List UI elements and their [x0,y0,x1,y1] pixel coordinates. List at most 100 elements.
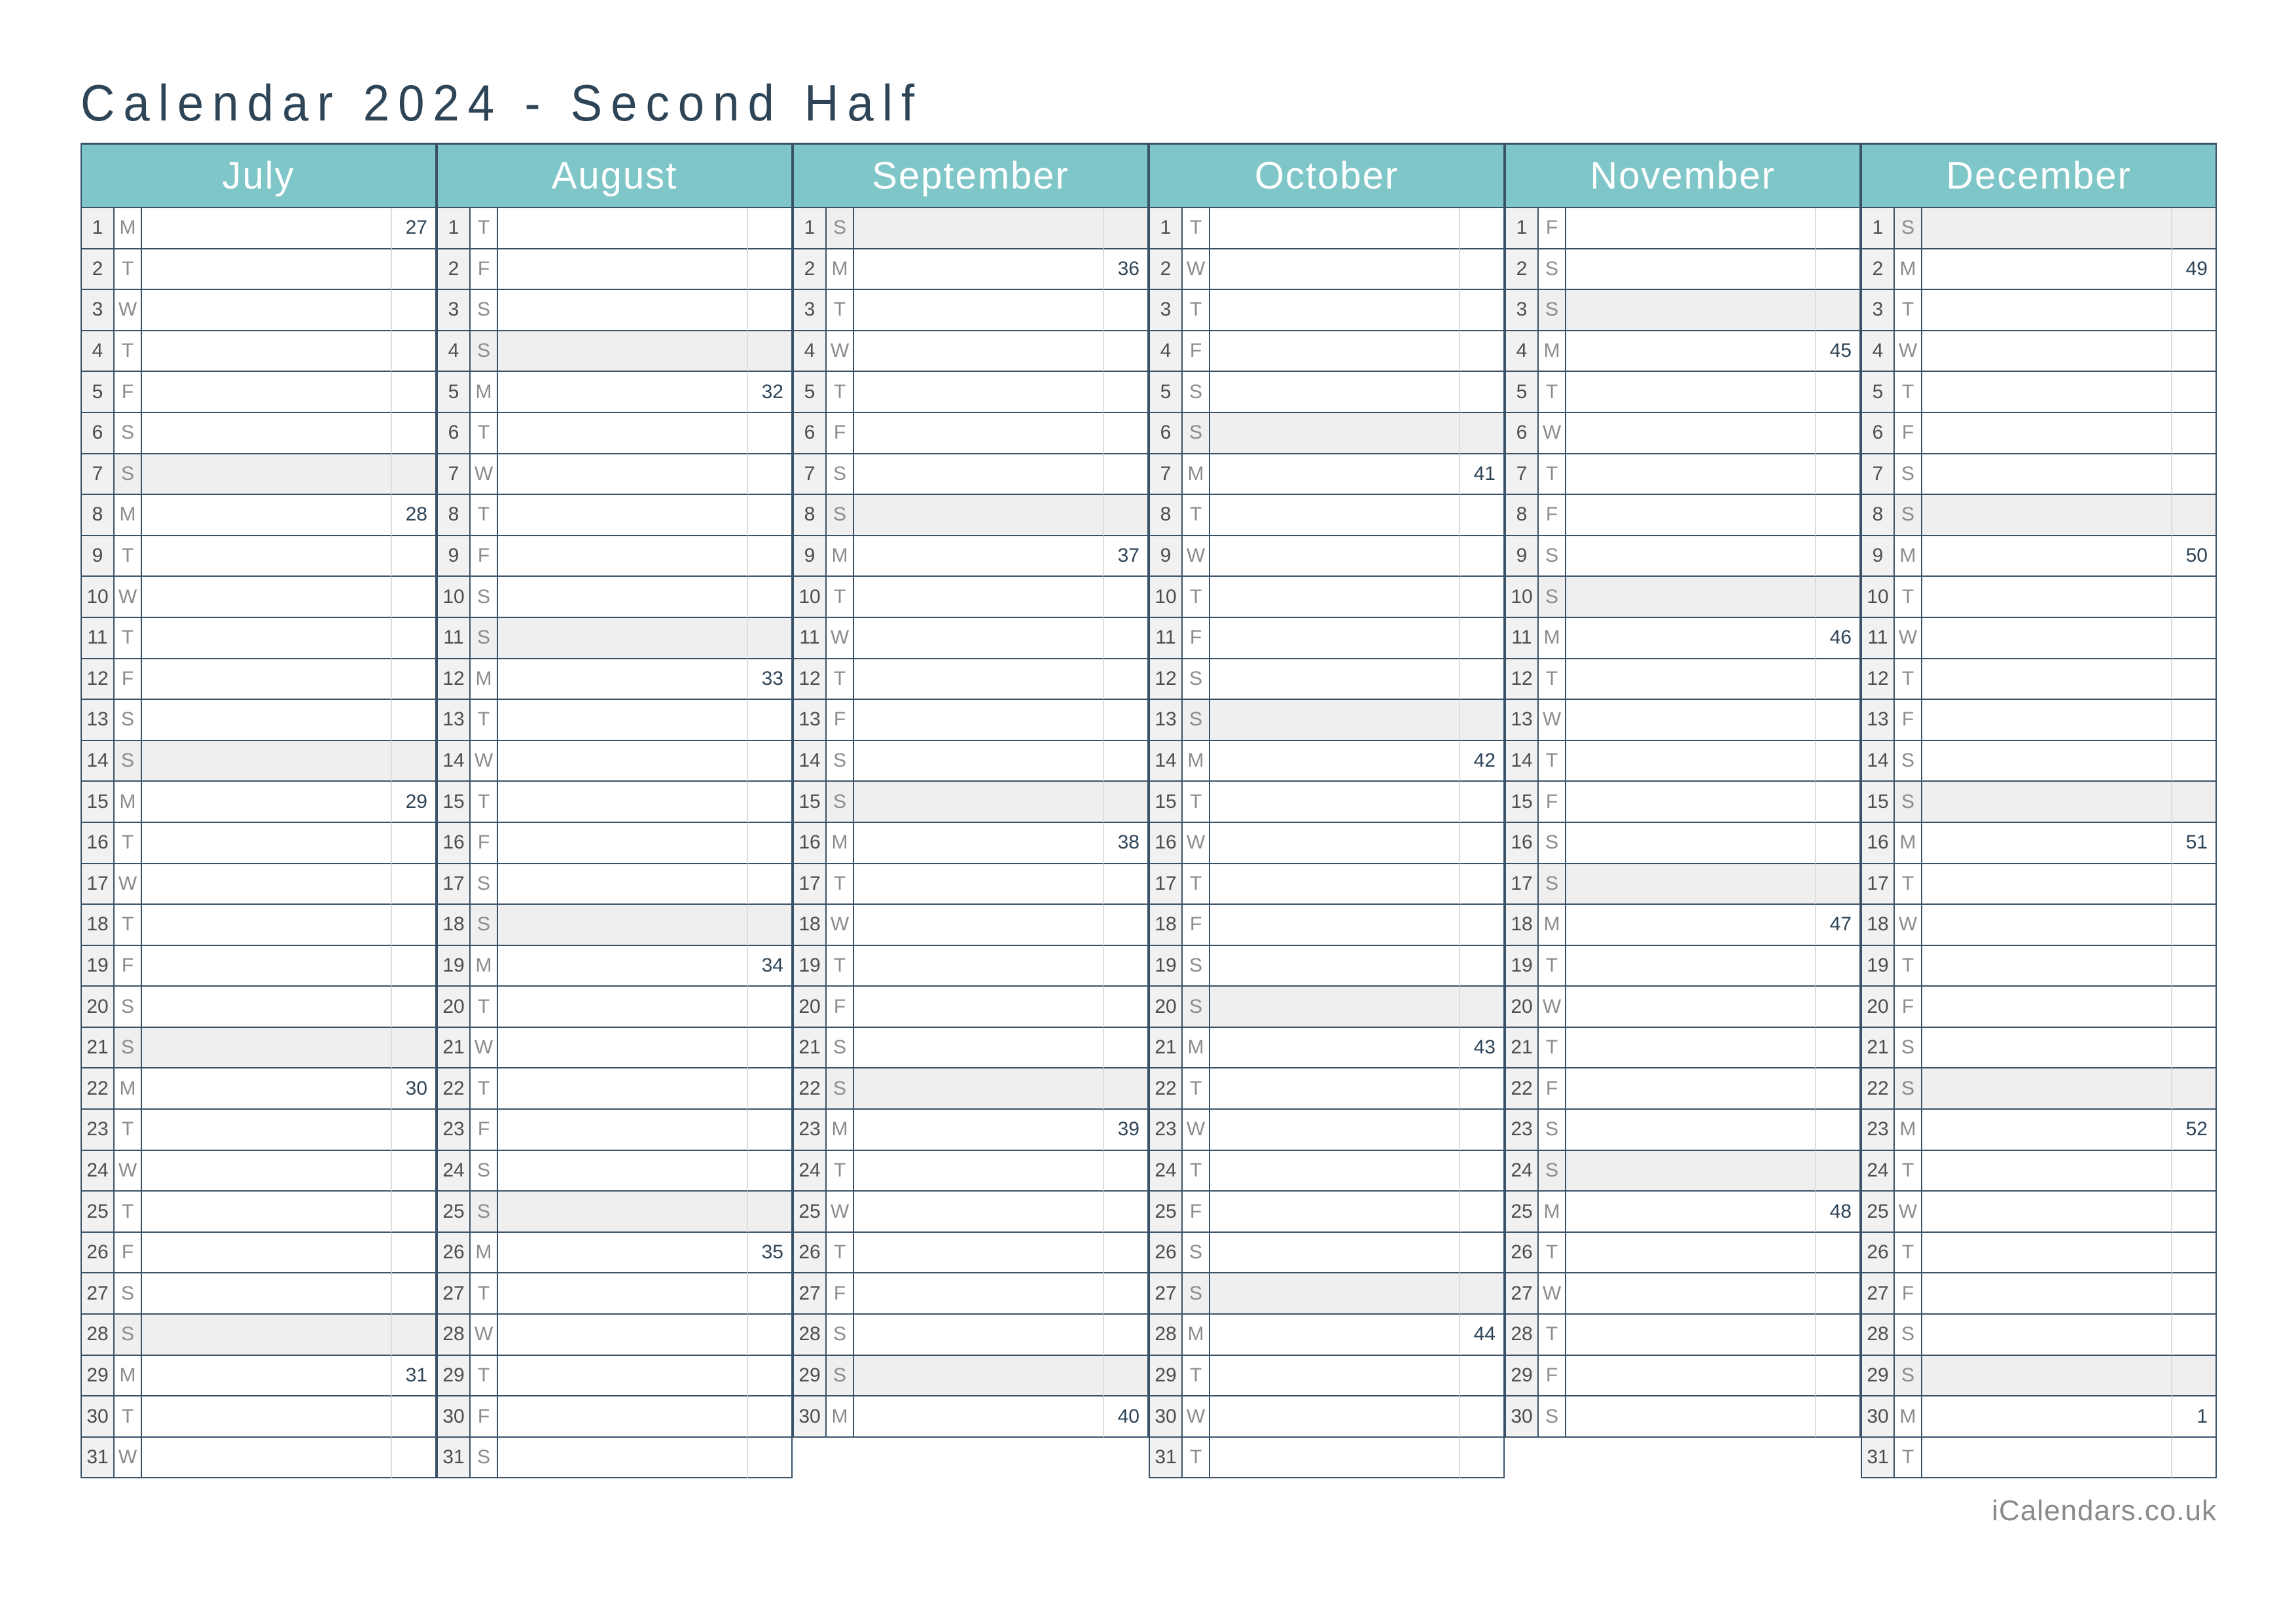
day-letter-cell: S [827,1315,854,1356]
week-number-cell [2172,1150,2217,1192]
day-number-cell: 15 [1149,782,1183,823]
day-notes-cell [1922,987,2172,1028]
week-number-cell [2172,454,2217,496]
day-letter-cell: S [827,1027,854,1069]
day-letter-cell: M [1539,905,1566,946]
week-number-cell [1816,495,1861,536]
day-number-cell: 11 [1149,617,1183,659]
day-letter-cell: S [1183,987,1210,1028]
day-number-cell: 8 [1505,495,1539,536]
day-number-cell: 2 [437,249,471,291]
day-notes-cell [142,577,392,618]
day-number-cell: 17 [1505,864,1539,905]
day-number-cell: 5 [1505,372,1539,413]
week-number-cell [748,1437,793,1479]
day-letter-cell: T [1183,864,1210,905]
day-number-cell: 30 [793,1396,827,1438]
day-notes-cell [1210,700,1460,741]
day-letter-cell: T [1539,454,1566,496]
day-letter-cell: M [1183,1027,1210,1069]
week-number-cell [1816,577,1861,618]
month-column-november: November 1 F 2 S 3 S 4 M 45 5 T 6 W 7 T 8 F 9 S 10 S 11 M 46 12 T 1… [1505,143,1861,1438]
week-number-cell [2172,1027,2217,1069]
day-notes-cell [1210,1396,1460,1438]
day-notes-cell [1566,495,1816,536]
day-number-cell: 28 [437,1315,471,1356]
week-number-cell: 29 [392,782,437,823]
day-letter-cell: T [1895,864,1922,905]
day-letter-cell: S [471,1150,498,1192]
week-number-cell: 49 [2172,249,2217,291]
week-number-cell [1460,617,1505,659]
day-letter-cell: S [827,454,854,496]
day-notes-cell [1210,740,1460,782]
day-letter-cell: T [115,331,142,373]
week-number-cell [2172,945,2217,987]
week-number-cell [1816,864,1861,905]
day-letter-cell: T [1183,1068,1210,1110]
day-letter-cell: S [1539,290,1566,331]
day-number-cell: 28 [1861,1315,1895,1356]
week-number-cell [748,1110,793,1151]
week-number-cell [1104,495,1149,536]
day-number-cell: 3 [1861,290,1895,331]
week-number-cell [392,577,437,618]
day-letter-cell: W [1539,412,1566,454]
day-notes-cell [854,822,1104,864]
day-letter-cell: M [115,208,142,249]
day-letter-cell: W [1183,536,1210,577]
week-number-cell [392,740,437,782]
week-number-cell [1816,536,1861,577]
day-number-cell: 23 [81,1110,115,1151]
day-notes-cell [1922,536,2172,577]
day-number-cell: 30 [437,1396,471,1438]
day-number-cell: 22 [81,1068,115,1110]
day-notes-cell [1922,412,2172,454]
day-notes-cell [1922,372,2172,413]
day-letter-cell: T [115,1396,142,1438]
day-number-cell: 16 [1861,822,1895,864]
day-letter-cell: T [115,1192,142,1233]
day-number-cell: 9 [793,536,827,577]
day-notes-cell [498,700,748,741]
week-number-cell [1104,945,1149,987]
day-letter-cell: S [471,1437,498,1479]
week-number-cell [2172,1315,2217,1356]
day-letter-cell: S [1539,1150,1566,1192]
day-letter-cell: S [115,740,142,782]
day-letter-cell: T [471,700,498,741]
day-letter-cell: W [1539,987,1566,1028]
day-number-cell: 20 [1149,987,1183,1028]
day-notes-cell [498,1315,748,1356]
day-letter-cell: F [115,659,142,701]
day-notes-cell [1922,1315,2172,1356]
day-number-cell: 4 [1505,331,1539,373]
day-number-cell: 16 [437,822,471,864]
day-number-cell: 13 [793,700,827,741]
week-number-cell: 42 [1460,740,1505,782]
day-number-cell: 26 [1149,1232,1183,1274]
day-letter-cell: T [471,1273,498,1315]
day-notes-cell [1922,1437,2172,1479]
day-notes-cell [1210,1150,1460,1192]
day-number-cell: 4 [1861,331,1895,373]
week-number-cell [1104,1315,1149,1356]
week-number-cell [2172,331,2217,373]
week-number-cell [392,1437,437,1479]
week-number-cell: 39 [1104,1110,1149,1151]
page-title: Calendar 2024 - Second Half [81,74,924,132]
week-number-cell [1104,372,1149,413]
day-number-cell: 21 [437,1027,471,1069]
day-notes-cell [498,1110,748,1151]
day-notes-cell [1922,864,2172,905]
week-number-cell [748,331,793,373]
week-number-cell [1460,577,1505,618]
day-notes-cell [142,700,392,741]
week-number-cell [1460,331,1505,373]
week-number-cell [392,1110,437,1151]
day-letter-cell: S [115,1273,142,1315]
day-notes-cell [1922,1396,2172,1438]
day-number-cell: 5 [1861,372,1895,413]
day-notes-cell [1210,1315,1460,1356]
day-letter-cell: S [1539,1110,1566,1151]
